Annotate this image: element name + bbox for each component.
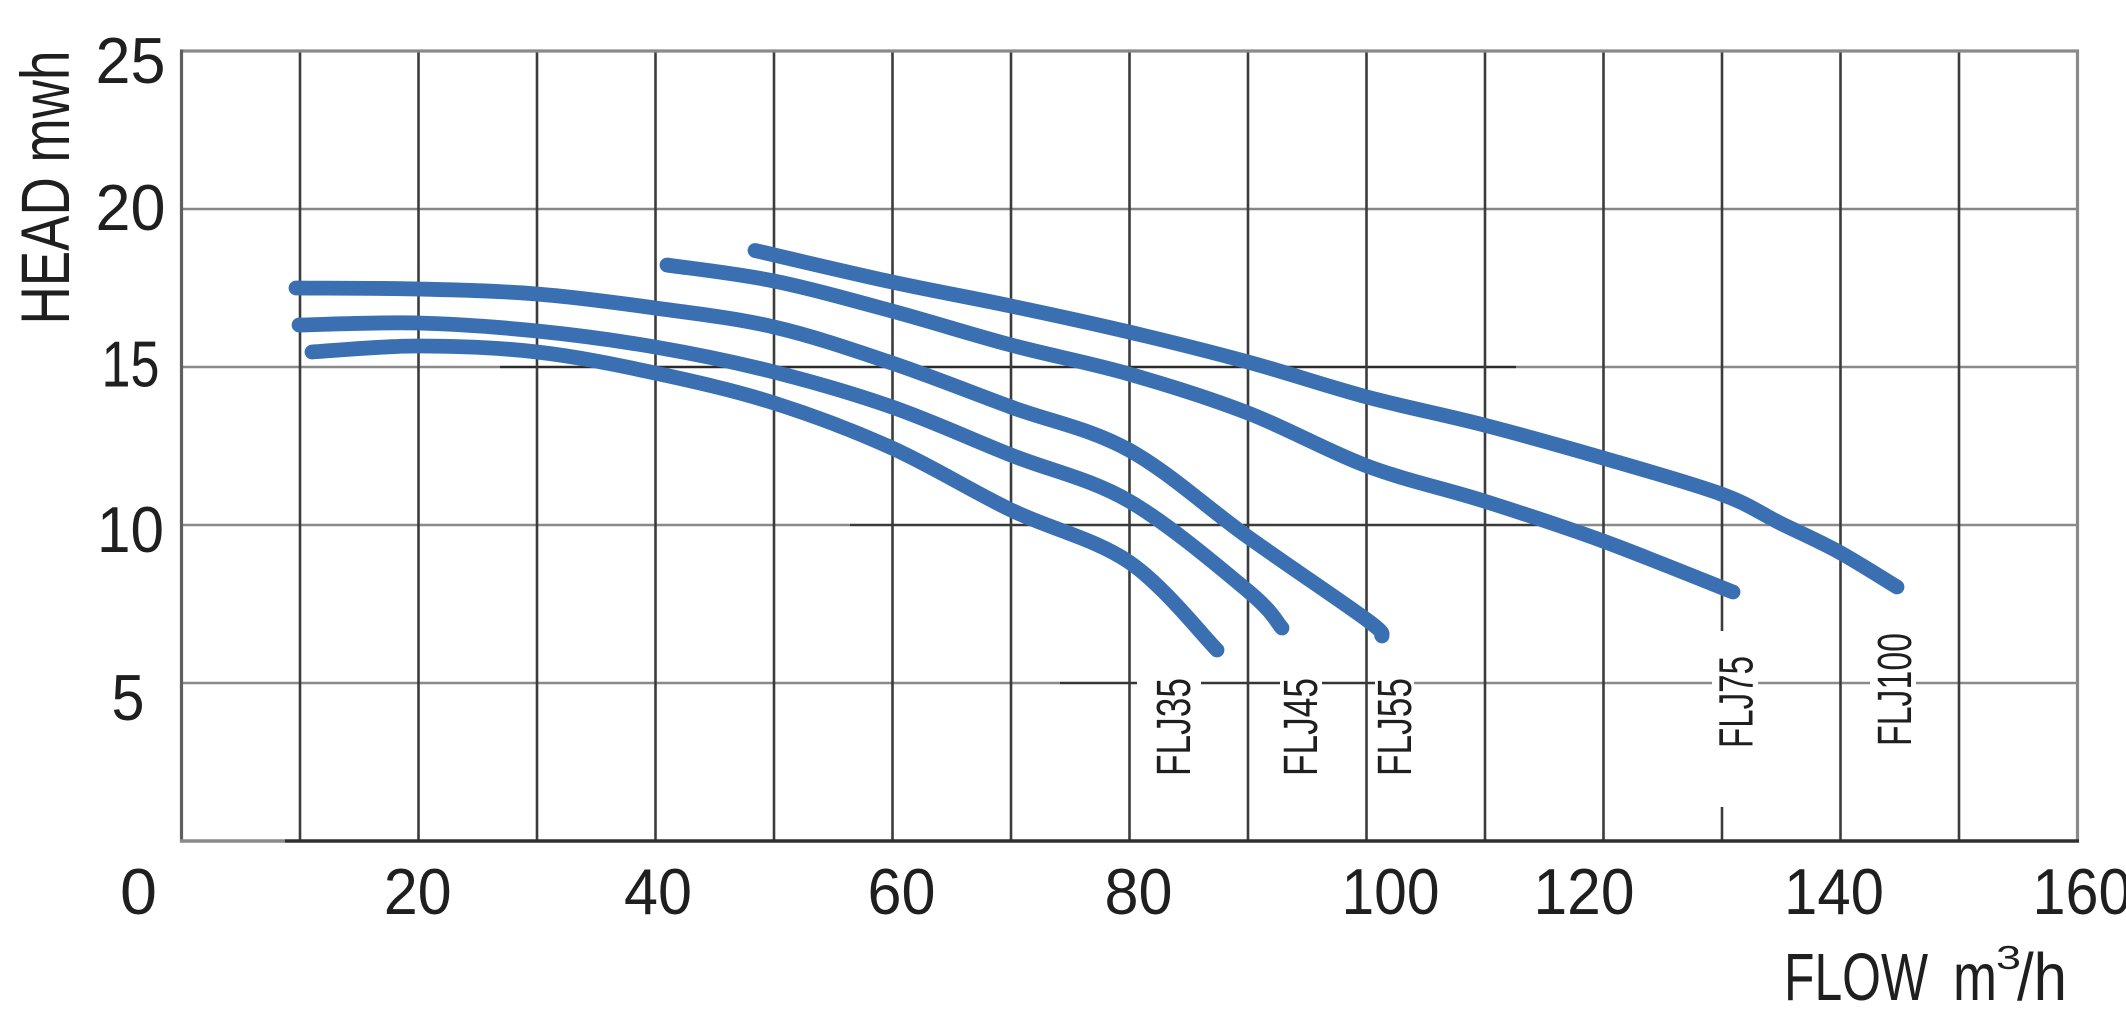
svg-text:FLOW: FLOW bbox=[1784, 940, 1929, 1012]
svg-text:FLJ75: FLJ75 bbox=[1711, 656, 1764, 748]
svg-text:15: 15 bbox=[102, 328, 160, 401]
svg-text:25: 25 bbox=[96, 24, 166, 97]
svg-text:20: 20 bbox=[384, 855, 452, 928]
svg-text:10: 10 bbox=[97, 493, 164, 566]
svg-text:/h: /h bbox=[2017, 940, 2067, 1012]
svg-text:m: m bbox=[1953, 940, 1997, 1012]
svg-text:FLJ55: FLJ55 bbox=[1369, 678, 1422, 776]
svg-text:80: 80 bbox=[1105, 855, 1173, 928]
svg-text:3: 3 bbox=[1996, 939, 2021, 976]
svg-text:0: 0 bbox=[120, 855, 157, 928]
svg-text:60: 60 bbox=[868, 855, 936, 928]
svg-text:40: 40 bbox=[624, 855, 692, 928]
svg-text:160: 160 bbox=[2033, 855, 2126, 928]
svg-text:FLJ100: FLJ100 bbox=[1869, 633, 1922, 746]
svg-text:20: 20 bbox=[96, 171, 166, 244]
svg-text:HEAD mwh: HEAD mwh bbox=[7, 51, 84, 325]
svg-text:100: 100 bbox=[1342, 855, 1440, 928]
svg-text:140: 140 bbox=[1784, 855, 1884, 928]
svg-text:120: 120 bbox=[1534, 855, 1635, 928]
svg-text:FLJ35: FLJ35 bbox=[1148, 678, 1201, 776]
svg-text:5: 5 bbox=[112, 661, 145, 734]
svg-text:FLJ45: FLJ45 bbox=[1275, 678, 1328, 776]
